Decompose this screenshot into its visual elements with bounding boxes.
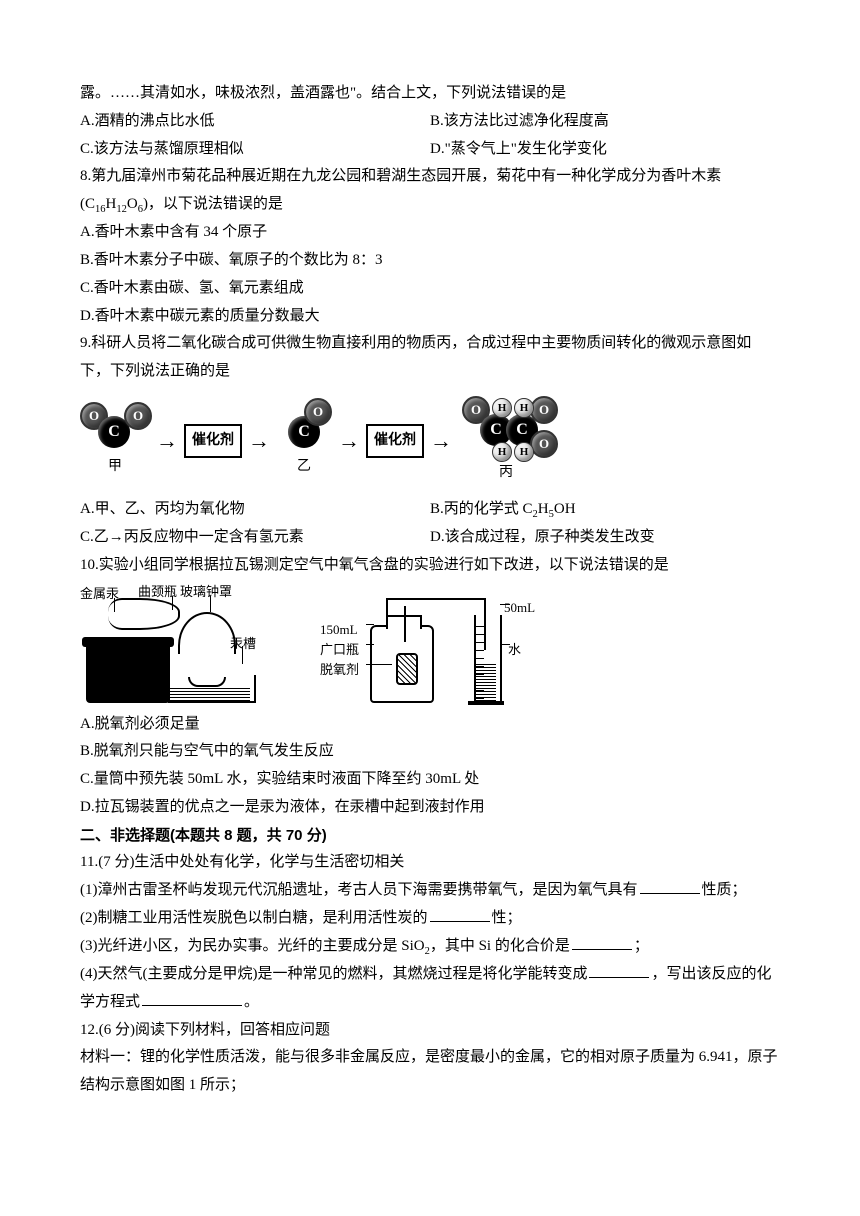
q11-part4: (4)天然气(主要成分是甲烷)是一种常见的燃料，其燃烧过程是将化学能转变成，写出… (80, 961, 780, 1017)
q9-opt-d: D.该合成过程，原子种类发生改变 (430, 524, 780, 552)
q11-p1-suffix: 性质； (702, 882, 747, 898)
label-jia: 甲 (108, 454, 122, 480)
q9b-mid: H (538, 501, 549, 517)
oxygen-atom-icon: O (124, 402, 152, 430)
label-deox: 脱氧剂 (320, 658, 359, 682)
q10-opt-a: A.脱氧剂必须足量 (80, 711, 780, 739)
q11-p3-text-a: (3)光纤进小区，为民办实事。光纤的主要成分是 SiO (80, 938, 425, 954)
q12-material1: 材料一：锂的化学性质活泼，能与很多非金属反应，是密度最小的金属，它的相对原子质量… (80, 1044, 780, 1100)
q11-p3-text-b: ，其中 Si 的化合价是 (430, 938, 570, 954)
q9-row-ab: A.甲、乙、丙均为氧化物 B.丙的化学式 C2H5OH (80, 496, 780, 524)
q9-opt-a: A.甲、乙、丙均为氧化物 (80, 496, 430, 524)
label-mercury: 金属汞 (80, 582, 119, 606)
q9-mol-yi: C O 乙 (276, 402, 332, 480)
label-50ml: 50mL (504, 596, 535, 620)
blank-input[interactable] (142, 990, 242, 1006)
q8-mid2: O (127, 196, 138, 212)
q8-opt-c: C.香叶木素由碳、氢、氧元素组成 (80, 275, 780, 303)
oxygen-atom-icon: O (304, 398, 332, 426)
section-2-heading: 二、非选择题(本题共 8 题，共 70 分) (80, 822, 780, 850)
catalyst-box: 催化剂 (366, 424, 424, 458)
q8-sub2: 12 (116, 204, 127, 215)
q8-intro1: 8.第九届漳州市菊花品种展近期在九龙公园和碧湖生态园开展，菊花中有一种化学成分为… (80, 163, 780, 191)
q7-opt-c: C.该方法与蒸馏原理相似 (80, 136, 430, 164)
q11-p2-suffix: 性； (492, 910, 522, 926)
q9-intro: 9.科研人员将二氧化碳合成可供微生物直接利用的物质丙，合成过程中主要物质间转化的… (80, 330, 780, 386)
label-bell: 玻璃钟罩 (180, 580, 232, 604)
improved-apparatus-icon: 150mL 广口瓶 脱氧剂 50mL 水 (320, 588, 560, 703)
q10-opt-c: C.量筒中预先装 50mL 水，实验结束时液面下降至约 30mL 处 (80, 766, 780, 794)
label-bing: 丙 (499, 460, 513, 486)
q8-formula-suffix: )，以下说法错误的是 (143, 196, 283, 212)
q11-p3-suffix: ； (634, 938, 649, 954)
blank-input[interactable] (430, 906, 490, 922)
catalyst-box: 催化剂 (184, 424, 242, 458)
q9-opt-c: C.乙→丙反应物中一定含有氢元素 (80, 524, 430, 552)
q10-opt-b: B.脱氧剂只能与空气中的氧气发生反应 (80, 738, 780, 766)
q10-intro: 10.实验小组同学根据拉瓦锡测定空气中氧气含盘的实验进行如下改进，以下说法错误的… (80, 552, 780, 580)
q8-formula-prefix: (C (80, 196, 95, 212)
label-water: 水 (508, 638, 521, 662)
lavoisier-apparatus-icon: 金属汞 曲颈瓶 玻璃钟罩 汞槽 (80, 588, 260, 703)
q11-intro: 11.(7 分)生活中处处有化学，化学与生活密切相关 (80, 849, 780, 877)
q9b-prefix: B.丙的化学式 C (430, 501, 533, 517)
q11-part3: (3)光纤进小区，为民办实事。光纤的主要成分是 SiO2，其中 Si 的化合价是… (80, 933, 780, 961)
q8-mid1: H (106, 196, 117, 212)
q11-part2: (2)制糖工业用活性炭脱色以制白糖，是利用活性炭的 性； (80, 905, 780, 933)
q8-opt-d: D.香叶木素中碳元素的质量分数最大 (80, 303, 780, 331)
q10-diagram: 金属汞 曲颈瓶 玻璃钟罩 汞槽 150mL 广口瓶 脱氧剂 50mL 水 (80, 586, 780, 707)
q11-p1-text: (1)漳州古雷圣杯屿发现元代沉船遗址，考古人员下海需要携带氧气，是因为氧气具有 (80, 882, 638, 898)
q9-row-cd: C.乙→丙反应物中一定含有氢元素 D.该合成过程，原子种类发生改变 (80, 524, 780, 552)
q10-opt-d: D.拉瓦锡装置的优点之一是汞为液体，在汞槽中起到液封作用 (80, 794, 780, 822)
q9-mol-jia: O C O 甲 (80, 402, 150, 480)
hydrogen-atom-icon: H (492, 442, 512, 462)
arrow-icon: → (430, 430, 452, 452)
q7-opt-b: B.该方法比过滤净化程度高 (430, 108, 780, 136)
q8-sub1: 16 (95, 204, 106, 215)
q8-opt-a: A.香叶木素中含有 34 个原子 (80, 219, 780, 247)
label-yi: 乙 (297, 454, 311, 480)
q8-intro2: (C16H12O6)，以下说法错误的是 (80, 191, 780, 219)
q11-p4-suffix: 。 (244, 994, 259, 1010)
q12-intro: 12.(6 分)阅读下列材料，回答相应问题 (80, 1017, 780, 1045)
blank-input[interactable] (572, 934, 632, 950)
hydrogen-atom-icon: H (492, 398, 512, 418)
q11-p2-text: (2)制糖工业用活性炭脱色以制白糖，是利用活性炭的 (80, 910, 428, 926)
label-retort: 曲颈瓶 (138, 580, 177, 604)
oxygen-atom-icon: O (530, 430, 558, 458)
q7-row-ab: A.酒精的沸点比水低 B.该方法比过滤净化程度高 (80, 108, 780, 136)
q7-row-cd: C.该方法与蒸馏原理相似 D."蒸令气上"发生化学变化 (80, 136, 780, 164)
q11-part1: (1)漳州古雷圣杯屿发现元代沉船遗址，考古人员下海需要携带氧气，是因为氧气具有 性… (80, 877, 780, 905)
q7-intro: 露。……其清如水，味极浓烈，盖酒露也"。结合上文，下列说法错误的是 (80, 80, 780, 108)
hydrogen-atom-icon: H (514, 442, 534, 462)
q8-opt-b: B.香叶木素分子中碳、氧原子的个数比为 8：3 (80, 247, 780, 275)
q9b-suffix: OH (554, 501, 576, 517)
label-trough: 汞槽 (230, 632, 256, 656)
arrow-icon: → (156, 430, 178, 452)
q7-opt-d: D."蒸令气上"发生化学变化 (430, 136, 780, 164)
q7-opt-a: A.酒精的沸点比水低 (80, 108, 430, 136)
arrow-icon: → (338, 430, 360, 452)
arrow-icon: → (248, 430, 270, 452)
q9-opt-b: B.丙的化学式 C2H5OH (430, 496, 780, 524)
hydrogen-atom-icon: H (514, 398, 534, 418)
q11-p4-text-a: (4)天然气(主要成分是甲烷)是一种常见的燃料，其燃烧过程是将化学能转变成 (80, 966, 587, 982)
q9-diagram: O C O 甲 → 催化剂 → C O 乙 → 催化剂 → O C C O O … (80, 392, 780, 492)
blank-input[interactable] (640, 878, 700, 894)
oxygen-atom-icon: O (530, 396, 558, 424)
blank-input[interactable] (589, 962, 649, 978)
q9-mol-bing: O C C O O H H H H 丙 (458, 396, 554, 486)
